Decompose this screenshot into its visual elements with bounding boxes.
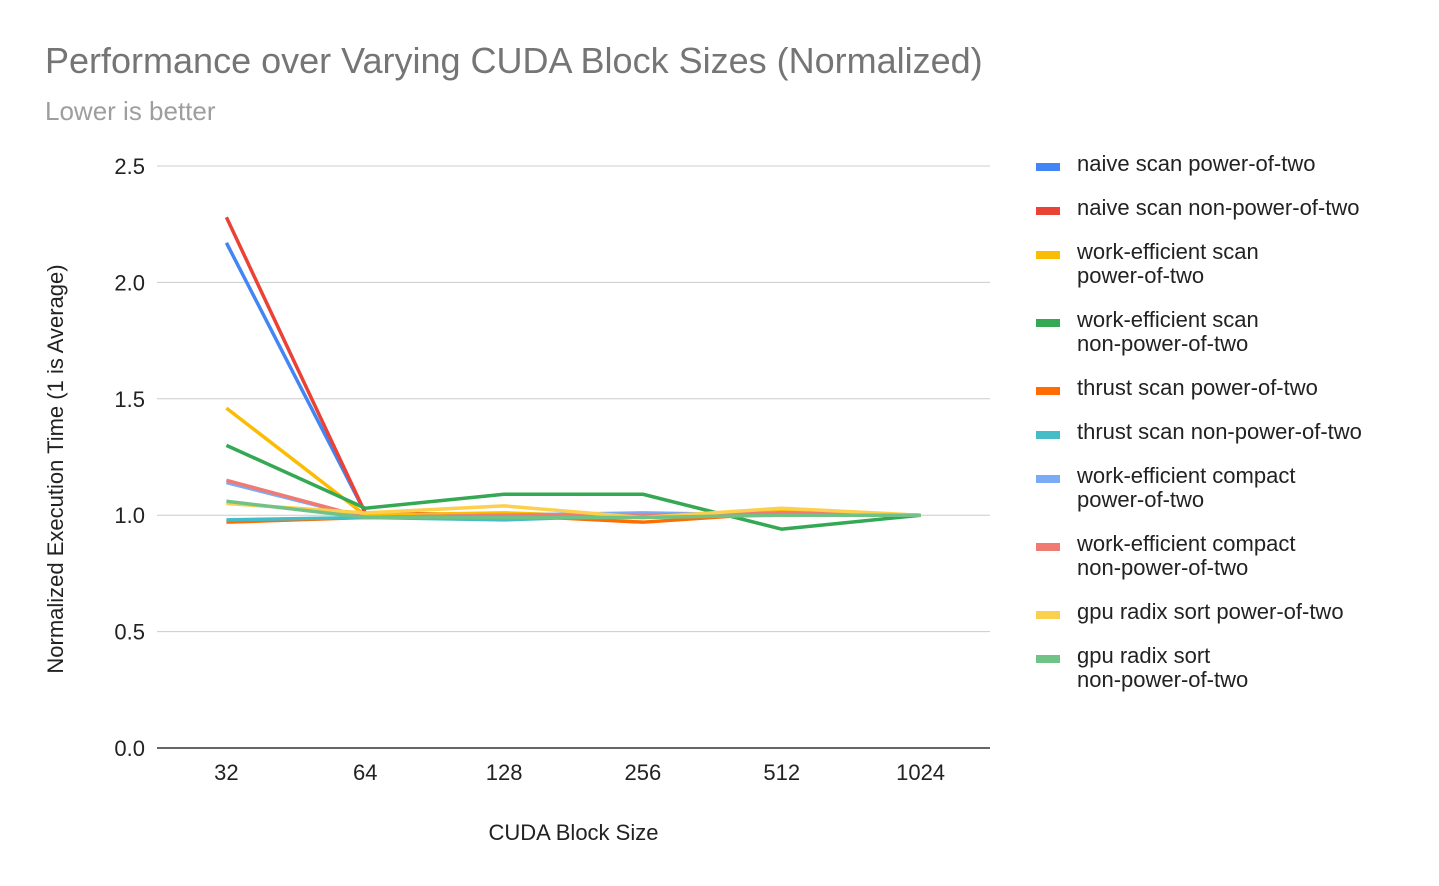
legend-swatch <box>1036 655 1060 663</box>
legend-item: naive scan non-power-of-two <box>1036 196 1417 220</box>
legend-label: thrust scan power-of-two <box>1077 376 1417 400</box>
legend-label: naive scan non-power-of-two <box>1077 196 1417 220</box>
legend-label-line: non-power-of-two <box>1077 667 1249 692</box>
legend-label: work-efficient compact non-power-of-two <box>1077 532 1417 580</box>
x-tick-label: 64 <box>353 760 377 785</box>
x-tick-label: 32 <box>214 760 238 785</box>
legend-label-line: naive scan power-of-two <box>1077 151 1316 176</box>
legend-item: gpu radix sort power-of-two <box>1036 600 1417 624</box>
legend-item: work-efficient compact non-power-of-two <box>1036 532 1417 580</box>
y-tick-label: 2.5 <box>114 154 145 179</box>
legend-label-line: gpu radix sort power-of-two <box>1077 599 1344 624</box>
legend-label-line: thrust scan non-power-of-two <box>1077 419 1362 444</box>
y-tick-labels: 0.0 0.5 1.0 1.5 2.0 2.5 <box>114 154 145 761</box>
chart-title: Performance over Varying CUDA Block Size… <box>45 40 983 81</box>
gridlines <box>157 165 990 749</box>
y-axis-title: Normalized Execution Time (1 is Average) <box>43 264 68 673</box>
chart-subtitle: Lower is better <box>45 96 216 126</box>
legend-swatch <box>1036 611 1060 619</box>
y-tick-label: 2.0 <box>114 270 145 295</box>
legend-label: thrust scan non-power-of-two <box>1077 420 1417 444</box>
legend-label: work-efficient scan power-of-two <box>1077 240 1417 288</box>
legend-swatch <box>1036 387 1060 395</box>
legend-swatch <box>1036 319 1060 327</box>
legend-label-line: gpu radix sort <box>1077 643 1211 668</box>
legend-item: work-efficient scan non-power-of-two <box>1036 308 1417 356</box>
series-line-gpu-radix-sort-power-of-two <box>226 501 921 520</box>
legend-label: gpu radix sort power-of-two <box>1077 600 1417 624</box>
legend-swatch <box>1036 431 1060 439</box>
legend-swatch <box>1036 207 1060 215</box>
series-line-naive-scan-power-of-two <box>224 242 921 517</box>
series-line-naive-scan-non-power-of-two <box>224 216 921 517</box>
x-tick-label: 128 <box>486 760 523 785</box>
series-line-work-efficient-scan-non-power-of-two <box>225 443 921 531</box>
series-line-gpu-radix-sort-non-power-of-two <box>226 499 921 520</box>
legend-swatch <box>1036 163 1060 171</box>
legend-item: work-efficient compact power-of-two <box>1036 464 1417 512</box>
y-tick-label: 1.0 <box>114 503 145 528</box>
series-lines <box>224 216 921 531</box>
x-tick-label: 1024 <box>896 760 945 785</box>
legend-label-line: power-of-two <box>1077 263 1205 288</box>
legend-item: naive scan power-of-two <box>1036 152 1417 176</box>
legend-label: work-efficient compact power-of-two <box>1077 464 1417 512</box>
legend-label-line: work-efficient compact <box>1077 531 1296 556</box>
legend-label-line: non-power-of-two <box>1077 331 1249 356</box>
legend-item: thrust scan power-of-two <box>1036 376 1417 400</box>
x-tick-label: 256 <box>625 760 662 785</box>
y-tick-label: 0.0 <box>114 736 145 761</box>
legend-label-line: non-power-of-two <box>1077 555 1249 580</box>
legend-label-line: work-efficient scan <box>1077 307 1259 332</box>
legend-label-line: work-efficient scan <box>1077 239 1259 264</box>
y-tick-label: 1.5 <box>114 387 145 412</box>
legend-swatch <box>1036 251 1060 259</box>
legend-item: gpu radix sort non-power-of-two <box>1036 644 1417 692</box>
legend-label-line: power-of-two <box>1077 487 1205 512</box>
y-tick-label: 0.5 <box>114 620 145 645</box>
series-line-work-efficient-scan-power-of-two <box>225 406 921 520</box>
legend-swatch <box>1036 475 1060 483</box>
legend-label: naive scan power-of-two <box>1077 152 1417 176</box>
legend-label-line: thrust scan power-of-two <box>1077 375 1318 400</box>
legend-label: gpu radix sort non-power-of-two <box>1077 644 1417 692</box>
legend-label: work-efficient scan non-power-of-two <box>1077 308 1417 356</box>
legend-item: thrust scan non-power-of-two <box>1036 420 1417 444</box>
legend-label-line: work-efficient compact <box>1077 463 1296 488</box>
legend-label-line: naive scan non-power-of-two <box>1077 195 1360 220</box>
legend-swatch <box>1036 543 1060 551</box>
legend-item: work-efficient scan power-of-two <box>1036 240 1417 288</box>
x-axis-title: CUDA Block Size <box>489 820 659 845</box>
x-tick-labels: 32 64 128 256 512 1024 <box>214 760 945 785</box>
x-tick-label: 512 <box>763 760 800 785</box>
